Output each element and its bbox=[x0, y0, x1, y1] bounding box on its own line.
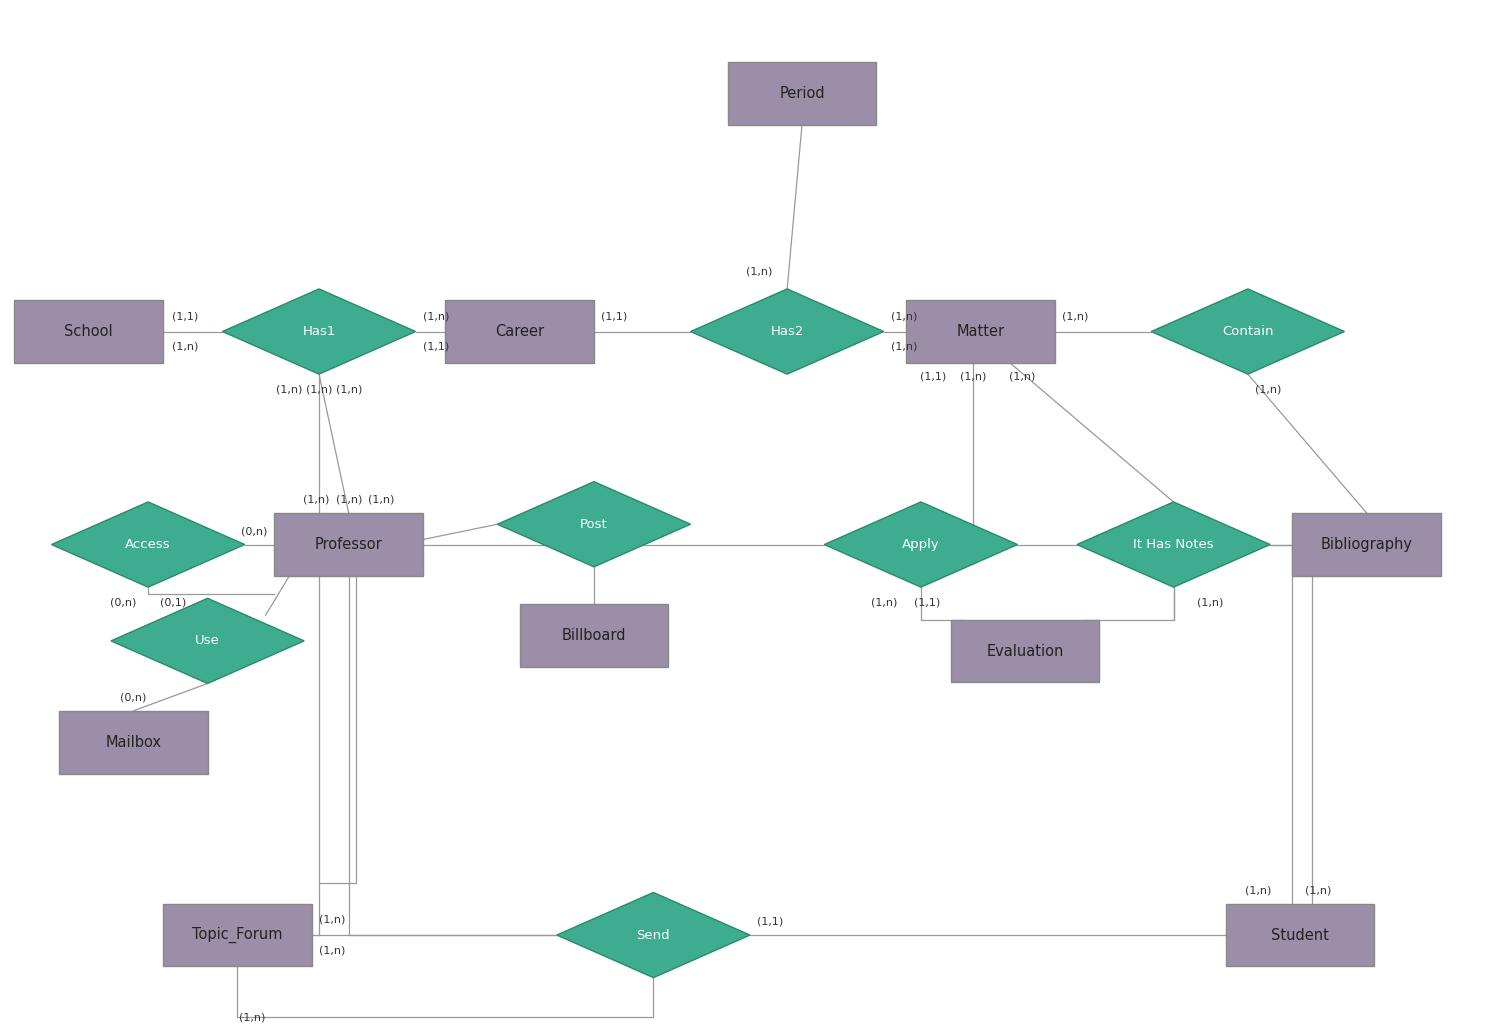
Text: Apply: Apply bbox=[902, 538, 940, 552]
FancyBboxPatch shape bbox=[446, 300, 594, 363]
Text: (1,n): (1,n) bbox=[320, 915, 345, 925]
Text: (1,n): (1,n) bbox=[336, 495, 362, 505]
Text: (1,n): (1,n) bbox=[306, 384, 332, 394]
Text: (1,n): (1,n) bbox=[746, 267, 772, 277]
Text: (1,1): (1,1) bbox=[423, 342, 450, 352]
Polygon shape bbox=[1077, 502, 1270, 588]
FancyBboxPatch shape bbox=[1293, 513, 1442, 576]
FancyBboxPatch shape bbox=[906, 300, 1054, 363]
Text: Bibliography: Bibliography bbox=[1320, 537, 1413, 552]
Text: Mailbox: Mailbox bbox=[105, 735, 162, 750]
Text: (1,n): (1,n) bbox=[320, 946, 345, 955]
Text: Use: Use bbox=[195, 635, 220, 647]
Text: (1,1): (1,1) bbox=[602, 312, 627, 321]
Text: Topic_Forum: Topic_Forum bbox=[192, 927, 282, 944]
Text: School: School bbox=[64, 324, 112, 339]
Text: (1,n): (1,n) bbox=[891, 342, 918, 352]
FancyBboxPatch shape bbox=[519, 604, 669, 667]
Text: Evaluation: Evaluation bbox=[986, 643, 1064, 659]
FancyBboxPatch shape bbox=[15, 300, 164, 363]
Text: It Has Notes: It Has Notes bbox=[1132, 538, 1214, 552]
Polygon shape bbox=[51, 502, 244, 588]
Text: (1,n): (1,n) bbox=[276, 384, 303, 394]
Text: (0,n): (0,n) bbox=[240, 527, 267, 536]
Polygon shape bbox=[111, 598, 304, 683]
Text: Has2: Has2 bbox=[771, 325, 804, 338]
Text: (1,n): (1,n) bbox=[960, 371, 986, 381]
FancyBboxPatch shape bbox=[274, 513, 423, 576]
Text: (1,n): (1,n) bbox=[303, 495, 328, 505]
Text: (1,n): (1,n) bbox=[1245, 886, 1272, 895]
Text: Contain: Contain bbox=[1222, 325, 1274, 338]
Text: (1,n): (1,n) bbox=[1010, 371, 1035, 381]
Text: Send: Send bbox=[636, 928, 670, 942]
FancyBboxPatch shape bbox=[728, 62, 876, 125]
Text: Career: Career bbox=[495, 324, 544, 339]
Text: (1,n): (1,n) bbox=[369, 495, 394, 505]
Polygon shape bbox=[498, 482, 690, 567]
Text: (0,n): (0,n) bbox=[120, 693, 147, 703]
Text: (1,1): (1,1) bbox=[920, 371, 946, 381]
Polygon shape bbox=[556, 892, 750, 978]
Text: Period: Period bbox=[778, 85, 825, 101]
Text: Matter: Matter bbox=[957, 324, 1005, 339]
Polygon shape bbox=[690, 289, 883, 375]
Text: (1,n): (1,n) bbox=[238, 1013, 266, 1022]
Text: Student: Student bbox=[1270, 927, 1329, 943]
Text: (1,1): (1,1) bbox=[758, 917, 783, 927]
Text: (1,n): (1,n) bbox=[423, 312, 450, 321]
FancyBboxPatch shape bbox=[58, 711, 207, 774]
Text: (1,n): (1,n) bbox=[1305, 886, 1330, 895]
Text: Post: Post bbox=[580, 518, 608, 531]
Text: (1,1): (1,1) bbox=[914, 597, 940, 607]
Text: (0,n): (0,n) bbox=[110, 597, 136, 607]
Text: (0,1): (0,1) bbox=[160, 597, 186, 607]
FancyBboxPatch shape bbox=[1226, 903, 1374, 966]
Text: (1,n): (1,n) bbox=[336, 384, 362, 394]
Text: Professor: Professor bbox=[315, 537, 382, 552]
Polygon shape bbox=[825, 502, 1017, 588]
FancyBboxPatch shape bbox=[164, 903, 312, 966]
Polygon shape bbox=[222, 289, 416, 375]
FancyBboxPatch shape bbox=[951, 619, 1100, 682]
Text: (1,n): (1,n) bbox=[891, 312, 918, 321]
Text: (1,n): (1,n) bbox=[1062, 312, 1089, 321]
Text: Billboard: Billboard bbox=[561, 629, 626, 643]
Text: (1,n): (1,n) bbox=[870, 597, 897, 607]
Text: Has1: Has1 bbox=[303, 325, 336, 338]
Text: Access: Access bbox=[126, 538, 171, 552]
Text: (1,1): (1,1) bbox=[172, 312, 198, 321]
Polygon shape bbox=[1152, 289, 1344, 375]
Text: (1,n): (1,n) bbox=[1256, 384, 1281, 394]
Text: (1,n): (1,n) bbox=[172, 342, 198, 352]
Text: (1,n): (1,n) bbox=[1197, 597, 1224, 607]
